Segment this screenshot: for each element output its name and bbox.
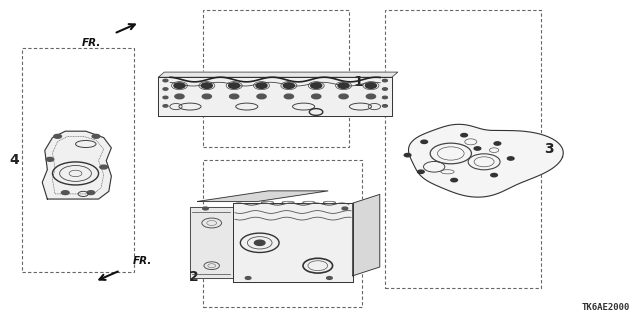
- Text: FR.: FR.: [82, 38, 101, 48]
- Circle shape: [342, 207, 348, 210]
- Circle shape: [163, 105, 168, 107]
- Text: 4: 4: [9, 153, 19, 167]
- Circle shape: [100, 165, 108, 169]
- Circle shape: [338, 83, 349, 88]
- Circle shape: [508, 157, 514, 160]
- Circle shape: [203, 207, 209, 210]
- Text: 3: 3: [543, 142, 554, 156]
- Circle shape: [366, 94, 376, 99]
- Text: FR.: FR.: [133, 256, 152, 266]
- Text: 1: 1: [353, 75, 364, 89]
- Circle shape: [256, 83, 267, 88]
- Polygon shape: [159, 77, 392, 116]
- Circle shape: [163, 96, 168, 99]
- Polygon shape: [42, 131, 111, 199]
- Polygon shape: [353, 194, 380, 276]
- Text: TK6AE2000: TK6AE2000: [582, 303, 630, 312]
- Circle shape: [255, 240, 265, 245]
- Circle shape: [451, 179, 458, 182]
- Circle shape: [421, 140, 428, 143]
- Circle shape: [202, 83, 212, 88]
- Circle shape: [46, 157, 54, 161]
- Circle shape: [87, 191, 95, 195]
- Polygon shape: [198, 191, 328, 202]
- Circle shape: [404, 154, 411, 157]
- Circle shape: [461, 133, 467, 137]
- Circle shape: [175, 94, 184, 99]
- Polygon shape: [190, 207, 232, 278]
- Circle shape: [326, 276, 332, 279]
- Circle shape: [383, 96, 387, 99]
- Bar: [203, 10, 349, 147]
- Circle shape: [339, 94, 348, 99]
- Circle shape: [202, 94, 211, 99]
- Circle shape: [365, 83, 376, 88]
- Circle shape: [383, 88, 387, 90]
- Circle shape: [61, 191, 69, 195]
- Circle shape: [230, 94, 239, 99]
- Circle shape: [491, 173, 497, 177]
- Circle shape: [245, 276, 251, 279]
- Polygon shape: [408, 124, 563, 197]
- Circle shape: [284, 83, 294, 88]
- Circle shape: [54, 134, 61, 138]
- Circle shape: [494, 142, 500, 145]
- Polygon shape: [232, 203, 353, 283]
- Circle shape: [383, 105, 387, 107]
- Circle shape: [310, 83, 322, 88]
- Circle shape: [163, 88, 168, 90]
- Circle shape: [92, 134, 100, 138]
- Circle shape: [163, 79, 168, 82]
- Circle shape: [312, 94, 321, 99]
- Text: 2: 2: [188, 270, 198, 284]
- Circle shape: [284, 94, 294, 99]
- Circle shape: [474, 147, 481, 150]
- Bar: [203, 160, 362, 307]
- Circle shape: [228, 83, 240, 88]
- Polygon shape: [159, 72, 398, 77]
- Circle shape: [417, 170, 424, 173]
- Circle shape: [174, 83, 185, 88]
- Bar: [385, 10, 541, 288]
- Circle shape: [257, 94, 266, 99]
- Circle shape: [383, 79, 387, 82]
- Bar: [22, 48, 134, 272]
